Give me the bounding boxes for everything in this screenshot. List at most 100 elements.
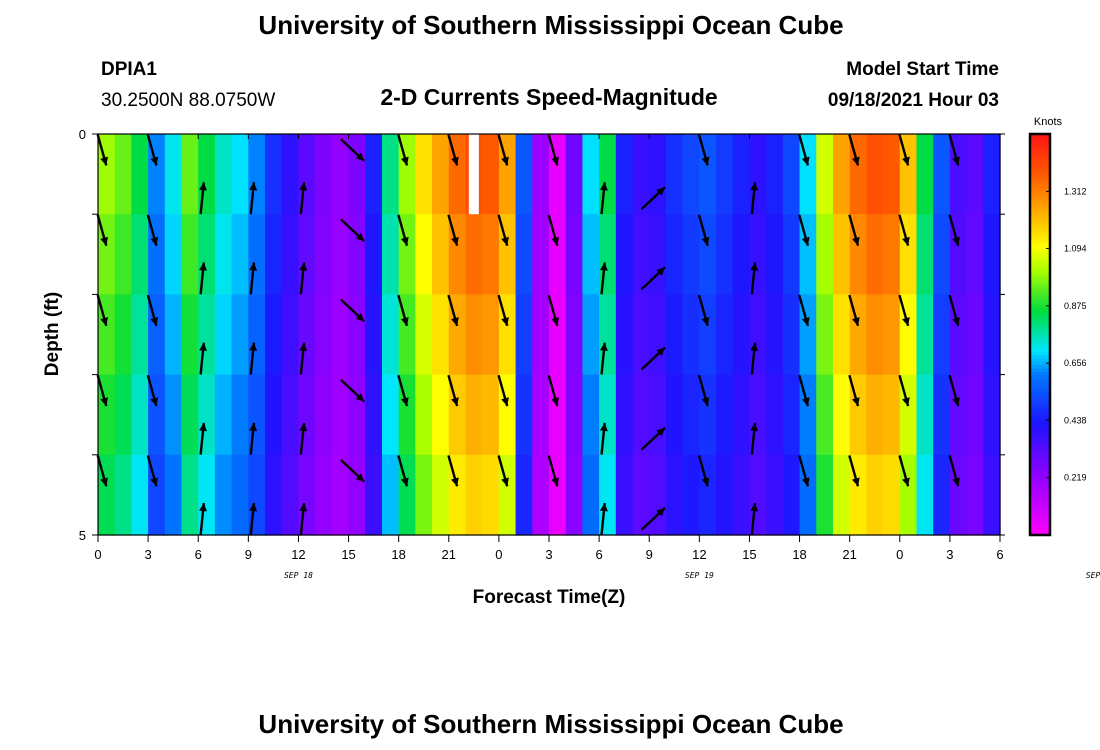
current-arrow (199, 422, 207, 455)
colorbar-segment (1030, 397, 1050, 402)
heatmap-cell (482, 374, 500, 456)
colorbar-segment (1030, 384, 1050, 389)
heatmap-cell (331, 374, 350, 456)
current-arrow (146, 374, 159, 407)
current-arrow (299, 502, 308, 536)
heatmap-cell (866, 454, 884, 536)
heatmap-cell (131, 374, 149, 456)
heatmap-cell (565, 214, 584, 295)
heatmap-cell (465, 454, 483, 536)
current-arrow (640, 346, 666, 371)
heatmap-cell (114, 374, 133, 456)
colorbar-segment (1030, 227, 1050, 232)
current-arrow-head (750, 182, 759, 191)
current-arrow (249, 422, 258, 455)
current-arrow-head (355, 393, 365, 402)
heatmap-cell (665, 134, 684, 215)
heatmap-cell (348, 214, 366, 295)
x-tick-label: 3 (946, 547, 953, 562)
heatmap-cell (732, 454, 751, 536)
heatmap-cell (265, 294, 283, 376)
colorbar-segment (1030, 451, 1050, 456)
heatmap-cell (231, 134, 249, 215)
heatmap-cell (348, 294, 366, 376)
colorbar-segment (1030, 461, 1050, 466)
colorbar-segment (1030, 187, 1050, 192)
current-arrow-head (701, 477, 710, 487)
current-arrow-head (551, 477, 560, 487)
current-arrow-head (355, 473, 365, 482)
colorbar-segment (1030, 377, 1050, 382)
current-arrow (249, 182, 258, 215)
current-arrow-head (599, 422, 608, 432)
heatmap-cell (866, 374, 884, 456)
colorbar-segment (1030, 184, 1050, 188)
colorbar-segment (1030, 498, 1050, 503)
heatmap-cell (883, 454, 901, 536)
heatmap-cell (281, 134, 300, 215)
colorbar-segment (1030, 364, 1050, 369)
heatmap-cell (582, 214, 600, 295)
heatmap-cell (565, 294, 584, 376)
colorbar-tick-label: 0.438 (1064, 415, 1087, 425)
current-arrow (848, 214, 860, 246)
colorbar-segment (1030, 150, 1050, 155)
heatmap-cell (415, 134, 433, 215)
heatmap-cell (415, 294, 433, 376)
current-arrow-head (851, 477, 860, 487)
current-arrow (96, 134, 109, 166)
current-arrow-head (355, 232, 365, 242)
heatmap-cell (131, 134, 149, 215)
heatmap-cell (665, 454, 684, 536)
heatmap-cell (615, 374, 634, 456)
current-arrow-head (199, 262, 207, 271)
current-arrow-head (501, 397, 509, 407)
heatmap-cell (766, 214, 784, 295)
current-arrow-head (656, 267, 665, 276)
current-arrow-head (701, 317, 710, 326)
heatmap-cell (966, 214, 984, 295)
current-arrow-head (249, 503, 258, 512)
current-arrow (640, 426, 666, 451)
current-arrow (249, 502, 258, 536)
y-axis-label: Depth (ft) (42, 292, 63, 376)
current-arrow-head (551, 236, 560, 246)
heatmap-cell (381, 374, 400, 456)
colorbar-segment (1030, 478, 1050, 483)
date-label: SEP 18 (284, 571, 313, 580)
colorbar-segment (1030, 200, 1050, 205)
heatmap-cell (632, 454, 650, 536)
current-arrow (948, 214, 960, 246)
missing-cell (468, 134, 479, 215)
current-arrow-head (199, 182, 207, 191)
current-arrow-head (150, 477, 159, 487)
colorbar-segment (1030, 421, 1050, 426)
y-axis: 05 (79, 127, 1005, 543)
current-arrow-head (851, 397, 860, 407)
heatmap-cell (615, 214, 634, 295)
current-arrow (798, 294, 810, 327)
colorbar-segment (1030, 254, 1050, 259)
heatmap-cell (164, 294, 183, 376)
heatmap-cell (164, 454, 183, 536)
heatmap-cell (832, 214, 851, 295)
colorbar-segment (1030, 314, 1050, 319)
heatmap-cell (933, 134, 951, 215)
colorbar-segment (1030, 528, 1050, 533)
current-arrow (547, 374, 560, 407)
current-arrow-head (501, 236, 509, 246)
heatmap-cell (381, 294, 400, 376)
colorbar-segment (1030, 144, 1050, 148)
current-arrow (798, 214, 810, 246)
colorbar-segment (1030, 508, 1050, 513)
heatmap-cell (515, 374, 533, 456)
colorbar-segment (1030, 521, 1050, 526)
colorbar-segment (1030, 418, 1050, 422)
heatmap-cell (515, 454, 533, 536)
heatmap-cell (665, 374, 684, 456)
colorbar-segment (1030, 371, 1050, 376)
colorbar-tick-label: 0.875 (1064, 301, 1087, 311)
heatmap-cell (732, 214, 751, 295)
current-arrow (249, 342, 258, 375)
station-coordinates: 30.2500N 88.0750W (101, 90, 275, 111)
